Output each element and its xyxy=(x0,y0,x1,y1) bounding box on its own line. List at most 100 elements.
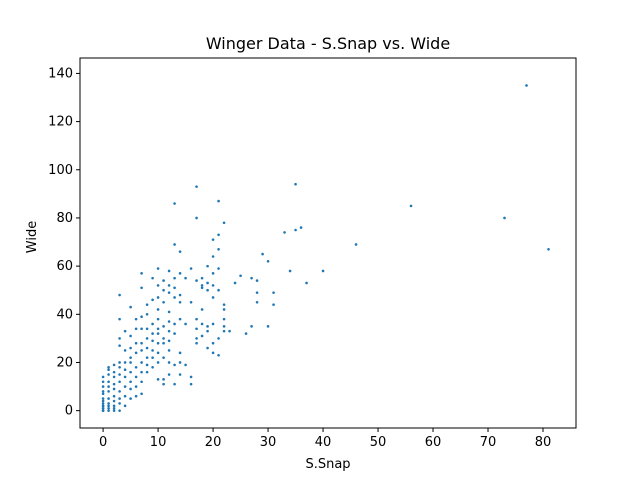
point xyxy=(217,267,220,270)
point xyxy=(233,281,237,285)
point xyxy=(129,380,132,384)
point xyxy=(167,361,171,364)
point xyxy=(250,276,253,280)
point xyxy=(228,329,231,333)
point xyxy=(140,341,143,345)
point xyxy=(195,341,198,345)
point xyxy=(200,308,204,311)
point xyxy=(129,356,132,359)
point xyxy=(195,317,198,321)
point xyxy=(145,363,149,367)
point xyxy=(112,394,116,398)
point xyxy=(140,380,143,384)
point xyxy=(261,252,264,256)
point xyxy=(156,296,160,299)
point xyxy=(107,380,110,384)
point xyxy=(101,392,105,396)
point xyxy=(167,320,171,323)
point xyxy=(162,300,165,304)
point xyxy=(129,334,132,338)
point xyxy=(178,317,182,321)
x-tick-label: 80 xyxy=(535,435,552,450)
x-tick-label: 20 xyxy=(205,435,222,450)
x-axis-label: S.Snap xyxy=(305,457,350,472)
y-tick-label: 0 xyxy=(65,404,73,419)
point xyxy=(266,325,270,328)
point xyxy=(107,402,110,405)
point xyxy=(184,322,187,326)
x-tick-label: 30 xyxy=(260,435,277,450)
point xyxy=(118,380,121,384)
y-tick-label: 40 xyxy=(56,307,73,322)
x-tick-label: 40 xyxy=(315,435,332,450)
point xyxy=(134,375,138,379)
point xyxy=(101,399,105,403)
point xyxy=(189,300,193,304)
point xyxy=(107,406,110,410)
point xyxy=(151,356,154,359)
point xyxy=(294,228,297,232)
point xyxy=(118,402,121,405)
point xyxy=(178,351,182,355)
point xyxy=(266,260,270,263)
point xyxy=(123,394,127,398)
point xyxy=(118,293,121,297)
point xyxy=(211,238,215,241)
point xyxy=(178,293,182,297)
point xyxy=(101,385,105,388)
point xyxy=(200,276,204,280)
point xyxy=(206,288,209,292)
point xyxy=(140,370,143,374)
point xyxy=(195,327,198,331)
point xyxy=(123,385,127,388)
point xyxy=(200,334,204,338)
x-tick-label: 0 xyxy=(99,435,107,450)
point xyxy=(239,274,242,278)
x-tick-label: 70 xyxy=(480,435,497,450)
point xyxy=(129,305,132,309)
point xyxy=(140,315,143,319)
point xyxy=(118,337,121,340)
point xyxy=(173,202,176,205)
point xyxy=(211,341,215,345)
point xyxy=(151,322,154,326)
point xyxy=(134,351,138,355)
point xyxy=(211,296,215,299)
point xyxy=(200,322,204,326)
point xyxy=(211,272,215,275)
point xyxy=(222,303,226,306)
point xyxy=(129,397,132,400)
point xyxy=(123,361,127,364)
point xyxy=(107,368,110,372)
point xyxy=(151,276,154,280)
point xyxy=(123,375,127,379)
point xyxy=(167,269,171,273)
y-tick-label: 80 xyxy=(56,211,73,226)
point xyxy=(107,385,110,388)
point xyxy=(244,332,248,335)
x-tick-label: 10 xyxy=(150,435,167,450)
point xyxy=(321,269,325,273)
x-tick-label: 60 xyxy=(425,435,442,450)
point xyxy=(145,370,149,374)
point xyxy=(156,284,160,287)
point xyxy=(217,337,220,340)
point xyxy=(162,378,165,381)
point xyxy=(134,317,138,321)
point xyxy=(211,284,215,287)
point xyxy=(140,272,143,275)
point xyxy=(222,329,226,333)
point xyxy=(167,339,171,343)
point xyxy=(184,363,187,367)
point xyxy=(200,284,204,287)
point xyxy=(101,409,105,412)
point xyxy=(156,267,160,270)
point xyxy=(173,276,176,280)
point xyxy=(162,279,165,282)
point xyxy=(118,344,121,347)
point xyxy=(178,373,182,376)
point xyxy=(162,356,165,359)
point xyxy=(162,337,165,340)
point xyxy=(189,267,193,270)
point xyxy=(217,247,220,251)
